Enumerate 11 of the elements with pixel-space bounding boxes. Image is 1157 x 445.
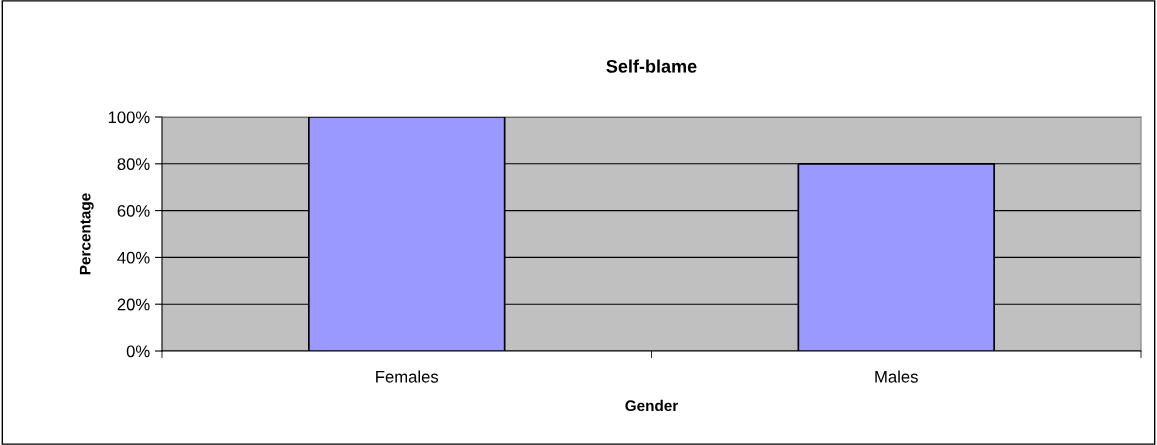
y-tick-label: 20% bbox=[117, 298, 150, 311]
y-tick-label: 40% bbox=[117, 251, 150, 264]
x-tick-label: Females bbox=[376, 370, 439, 383]
x-axis-title: Gender bbox=[625, 399, 679, 412]
chart-title: Self-blame bbox=[606, 59, 697, 73]
y-axis-title: Percentage bbox=[79, 193, 94, 275]
y-tick-label: 60% bbox=[117, 205, 150, 217]
y-tick-label: 80% bbox=[117, 158, 150, 170]
y-tick-label: 0% bbox=[126, 345, 150, 358]
x-tick-label: Males bbox=[875, 370, 918, 383]
y-tick-label: 100% bbox=[108, 111, 150, 124]
